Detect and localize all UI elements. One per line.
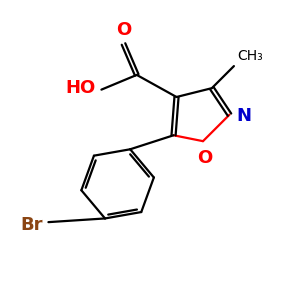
Text: N: N <box>236 107 251 125</box>
Text: CH₃: CH₃ <box>238 49 263 63</box>
Text: O: O <box>197 148 212 166</box>
Text: Br: Br <box>20 216 43 234</box>
Text: HO: HO <box>66 79 96 97</box>
Text: O: O <box>116 21 131 39</box>
